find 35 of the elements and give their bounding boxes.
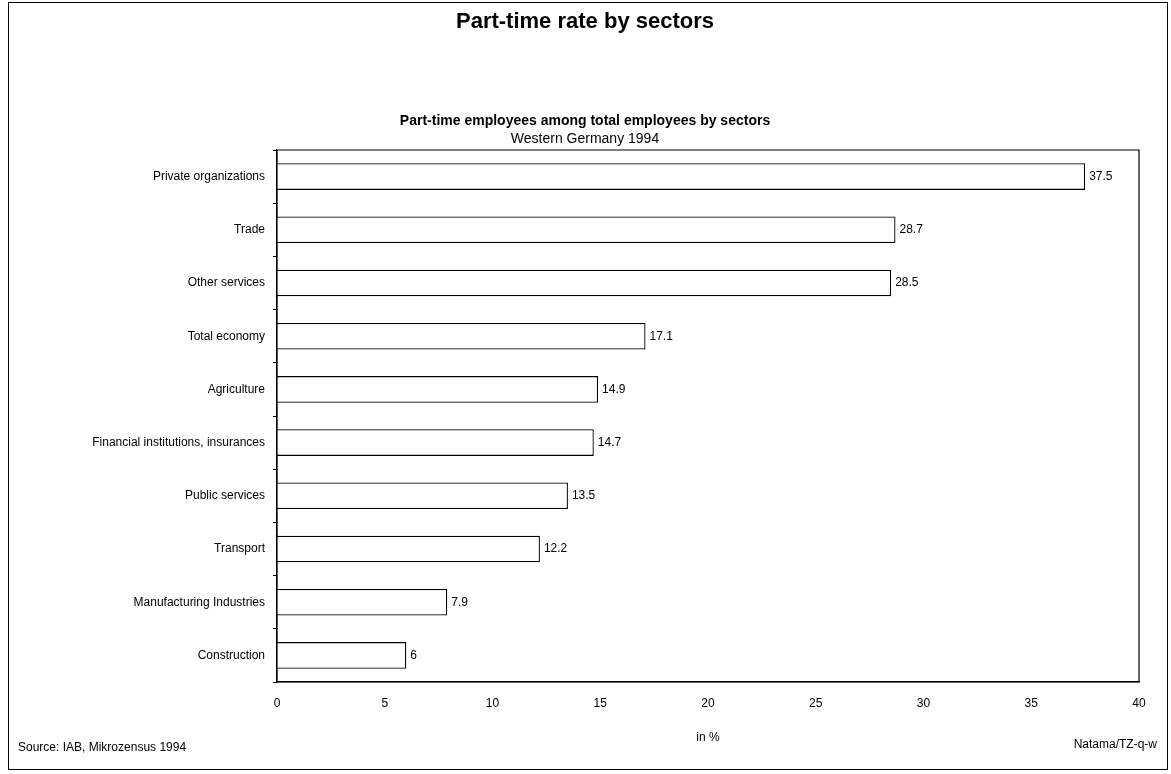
data-label: 14.9 <box>602 381 626 396</box>
y-tick-label: Financial institutions, insurances <box>92 434 265 449</box>
chart-title: Part-time rate by sectors <box>456 8 714 34</box>
x-tick-label: 15 <box>593 695 608 710</box>
data-label: 28.7 <box>899 222 924 237</box>
y-tick-label: Public services <box>184 488 265 503</box>
data-label: 7.9 <box>451 594 469 609</box>
x-tick-label: 20 <box>701 695 715 710</box>
data-label: 13.5 <box>571 488 596 503</box>
y-tick-label: Construction <box>197 647 265 662</box>
data-label: 17.1 <box>649 328 674 343</box>
y-tick-label: Trade <box>234 222 266 237</box>
x-tick-label: 40 <box>1132 695 1146 710</box>
x-tick-label: 5 <box>381 695 389 710</box>
x-tick-label: 0 <box>273 695 281 710</box>
x-tick-label: 35 <box>1024 695 1039 710</box>
data-label: 12.2 <box>543 541 568 556</box>
x-tick-label: 10 <box>485 695 500 710</box>
data-label: 6 <box>410 647 418 662</box>
text: Western Germany 1994 <box>510 129 660 146</box>
x-axis-title: in % <box>696 730 720 745</box>
x-tick-label: 30 <box>916 695 931 710</box>
y-tick-label: Total economy <box>187 328 265 343</box>
source-note: Source: IAB, Mikrozensus 1994 <box>18 740 187 755</box>
text: Natama/TZ-q-w <box>1073 737 1158 752</box>
data-label: 37.5 <box>1089 168 1113 183</box>
x-tick-label: 25 <box>809 695 823 710</box>
y-tick-label: Transport <box>214 541 266 556</box>
y-tick-label: Agriculture <box>207 381 266 396</box>
data-label: 14.7 <box>597 434 622 449</box>
y-tick-label: Private organizations <box>152 168 265 183</box>
y-tick-label: Other services <box>187 275 265 290</box>
chart-subtitle: Part-time employees among total employees by sectors <box>399 111 771 128</box>
data-label: 28.5 <box>895 275 919 290</box>
y-tick-label: Manufacturing Industries <box>133 594 265 609</box>
